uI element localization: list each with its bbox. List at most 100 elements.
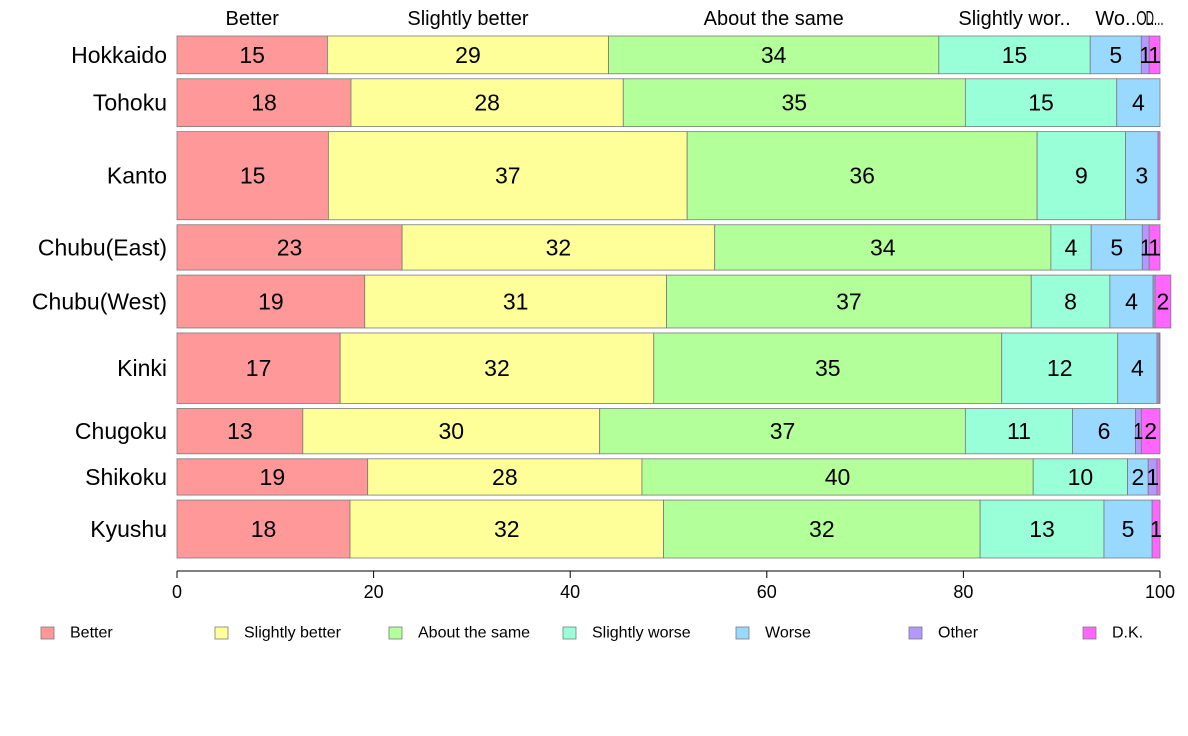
bar-segment [1116, 78, 1161, 128]
bar-segment [1036, 131, 1126, 221]
data-label: 5 [1110, 234, 1123, 260]
bar-segment [714, 224, 1052, 271]
data-label: 1 [1148, 42, 1161, 68]
data-label: 1 [1146, 464, 1159, 490]
bar-segment [327, 131, 688, 221]
bar-segment [663, 499, 981, 559]
data-label: 23 [277, 234, 303, 260]
bar-segment [653, 332, 1003, 404]
data-label: 17 [246, 355, 272, 381]
data-label: 2 [1144, 418, 1157, 444]
data-label: 4 [1125, 289, 1138, 315]
bar-segment [1148, 35, 1161, 75]
category-label: Kanto [107, 163, 167, 189]
bar-segment [176, 131, 329, 221]
data-label: 30 [438, 418, 464, 444]
data-label: 32 [484, 355, 510, 381]
x-tick-label: 80 [953, 582, 973, 602]
legend-swatch [214, 626, 229, 640]
data-label: 6 [1098, 418, 1111, 444]
legend-label: About the same [418, 625, 530, 642]
legend-label: Worse [765, 625, 811, 642]
x-axis: 0 20 40 60 80 100 [172, 570, 1175, 602]
data-label: 40 [825, 464, 851, 490]
data-label: 1 [1139, 42, 1151, 68]
data-label: 35 [782, 90, 808, 116]
legend-item: About the same [388, 625, 530, 642]
bar-segment [349, 499, 664, 559]
category-label: Hokkaido [71, 42, 167, 68]
data-label: 10 [1068, 464, 1094, 490]
bar-segment [1072, 408, 1136, 455]
bar-segment [1090, 224, 1143, 271]
x-tick-label: 0 [172, 582, 182, 602]
bar-segment [1156, 458, 1161, 496]
legend-label: Better [70, 625, 113, 642]
bar-segment [176, 458, 369, 496]
bar-segment [176, 274, 366, 329]
bar-segment [1030, 274, 1111, 329]
data-label: 32 [546, 234, 572, 260]
column-label: Better [226, 8, 280, 30]
bar-segment [176, 78, 352, 128]
category-label: Chugoku [75, 418, 167, 444]
category-label: Tohoku [93, 90, 167, 116]
data-label: 19 [260, 464, 286, 490]
legend-item: D.K. [1082, 625, 1143, 642]
bar-segment [364, 274, 667, 329]
bar-segment [964, 408, 1073, 455]
data-label: 35 [815, 355, 841, 381]
legend-swatch [388, 626, 403, 640]
data-label: 18 [251, 90, 277, 116]
bar-segment [1050, 224, 1092, 271]
data-label: 19 [258, 289, 284, 315]
bar-segment [1089, 35, 1142, 75]
bars [176, 35, 1172, 559]
category-labels: Hokkaido Tohoku Kanto Chubu(East) Chubu(West… [32, 42, 167, 542]
bar-segment [1148, 224, 1161, 271]
legend-label: Other [938, 625, 979, 642]
bar-segment [666, 274, 1032, 329]
column-label: O.. [1136, 8, 1154, 30]
bar-segment [1103, 499, 1153, 559]
data-label: 1 [1140, 234, 1151, 260]
category-label: Kinki [117, 355, 167, 381]
data-label: 5 [1109, 42, 1122, 68]
bar-segment [1157, 131, 1161, 221]
data-label: 15 [239, 42, 265, 68]
data-label: 28 [492, 464, 518, 490]
legend-label: D.K. [1112, 625, 1143, 642]
legend-swatch [40, 626, 55, 640]
data-label: 36 [849, 163, 875, 189]
data-label: 2 [1157, 289, 1170, 315]
legend-swatch [735, 626, 750, 640]
x-tick-label: 40 [560, 582, 580, 602]
data-label: 32 [494, 516, 520, 542]
column-label: Slightly better [407, 8, 529, 30]
column-label: About the same [704, 8, 844, 30]
bar-segment [302, 408, 601, 455]
data-label: 15 [1028, 90, 1054, 116]
data-label: 4 [1131, 355, 1144, 381]
data-label: 34 [870, 234, 896, 260]
top-labels: Better Slightly better About the same Sligh… [226, 8, 1164, 30]
bar-segment [401, 224, 716, 271]
legend-item: Slightly better [214, 625, 342, 642]
category-label: Kyushu [90, 516, 167, 542]
data-label: 15 [1002, 42, 1028, 68]
data-label: 37 [495, 163, 521, 189]
data-label: 34 [761, 42, 787, 68]
category-label: Shikoku [85, 464, 167, 490]
bar-segment [176, 408, 304, 455]
x-tick-label: 60 [757, 582, 777, 602]
bar-segment [1109, 274, 1154, 329]
legend-label: Slightly better [244, 625, 342, 642]
bar-segment [1158, 332, 1161, 404]
legend-item: Slightly worse [562, 625, 691, 642]
data-label: 2 [1131, 464, 1144, 490]
bar-segment [1140, 408, 1161, 455]
category-label: Chubu(West) [32, 289, 167, 315]
data-label: 1 [1148, 234, 1161, 260]
data-label: 29 [455, 42, 481, 68]
data-label: 13 [1029, 516, 1055, 542]
